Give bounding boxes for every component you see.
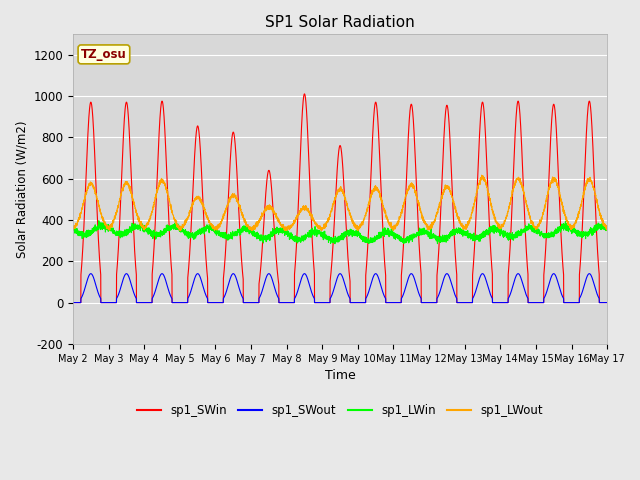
sp1_SWout — [603, 300, 611, 305]
Y-axis label: Solar Radiation (W/m2): Solar Radiation (W/m2) — [15, 120, 28, 258]
sp1_LWin — [431, 233, 438, 239]
sp1_SWout — [460, 300, 467, 305]
sp1_SWin — [430, 300, 438, 305]
sp1_LWin — [603, 224, 611, 229]
sp1_SWout — [490, 300, 498, 305]
sp1_LWout — [430, 218, 438, 224]
sp1_SWout — [430, 300, 438, 305]
Title: SP1 Solar Radiation: SP1 Solar Radiation — [265, 15, 415, 30]
sp1_LWout — [490, 215, 498, 221]
sp1_LWout — [320, 221, 328, 227]
sp1_SWout — [87, 271, 95, 276]
sp1_LWin — [604, 226, 611, 232]
Line: sp1_SWin: sp1_SWin — [73, 94, 607, 302]
sp1_SWin — [301, 91, 308, 97]
Legend: sp1_SWin, sp1_SWout, sp1_LWin, sp1_LWout: sp1_SWin, sp1_SWout, sp1_LWin, sp1_LWout — [132, 399, 548, 422]
sp1_SWin — [603, 300, 611, 305]
sp1_LWout — [604, 228, 611, 233]
sp1_LWout — [69, 225, 77, 231]
sp1_SWout — [320, 300, 328, 305]
sp1_LWin — [69, 225, 77, 231]
sp1_LWout — [165, 196, 173, 202]
sp1_LWin — [331, 241, 339, 247]
sp1_SWout — [69, 300, 77, 305]
sp1_SWin — [69, 300, 77, 305]
sp1_SWout — [165, 289, 173, 295]
sp1_SWin — [165, 223, 173, 229]
sp1_LWout — [460, 225, 467, 231]
sp1_LWin — [460, 230, 468, 236]
sp1_LWin — [490, 230, 498, 236]
sp1_SWin — [320, 300, 328, 305]
sp1_LWout — [478, 172, 486, 178]
Line: sp1_LWin: sp1_LWin — [73, 221, 607, 244]
sp1_SWin — [604, 300, 611, 305]
sp1_LWin — [165, 226, 173, 231]
sp1_SWin — [490, 300, 498, 305]
sp1_SWin — [460, 300, 467, 305]
Text: TZ_osu: TZ_osu — [81, 48, 127, 61]
X-axis label: Time: Time — [324, 369, 355, 382]
sp1_LWout — [176, 228, 184, 234]
sp1_SWout — [604, 300, 611, 305]
sp1_LWin — [320, 231, 328, 237]
Line: sp1_SWout: sp1_SWout — [73, 274, 607, 302]
Line: sp1_LWout: sp1_LWout — [73, 175, 607, 231]
sp1_LWin — [95, 218, 102, 224]
sp1_LWout — [603, 226, 611, 232]
